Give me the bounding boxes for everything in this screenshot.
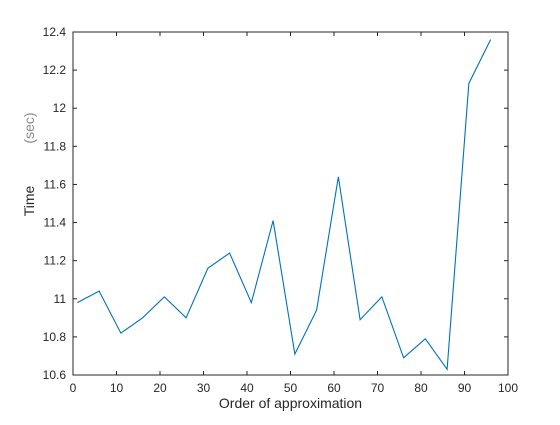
x-tick-label: 60 <box>327 381 341 395</box>
y-tick-label: 11.6 <box>44 177 67 191</box>
plot-area <box>73 32 508 375</box>
x-tick-label: 80 <box>414 381 428 395</box>
y-tick-label: 10.8 <box>43 330 67 344</box>
x-tick-label: 50 <box>284 381 298 395</box>
y-tick-label: 12.2 <box>43 63 67 77</box>
y-tick-label: 11.4 <box>44 216 67 230</box>
y-tick-label: 11 <box>54 292 67 306</box>
y-axis-unit-label: (sec) <box>21 112 37 143</box>
x-tick-label: 30 <box>197 381 211 395</box>
x-tick-label: 20 <box>153 381 167 395</box>
y-tick-label: 11.8 <box>44 139 67 153</box>
x-axis-label: Order of approximation <box>219 395 362 411</box>
y-axis-label: Time <box>21 185 37 216</box>
y-tick-label: 10.6 <box>43 368 67 382</box>
x-tick-label: 90 <box>458 381 472 395</box>
y-tick-label: 12.4 <box>43 25 67 39</box>
x-tick-label: 70 <box>371 381 385 395</box>
time-series-line <box>77 39 492 371</box>
y-tick-label: 12 <box>53 101 67 115</box>
x-tick-label: 40 <box>240 381 254 395</box>
y-tick-label: 11.2 <box>44 254 67 268</box>
plot-frame <box>72 31 509 376</box>
x-tick-label: 100 <box>498 381 518 395</box>
x-tick-label: 10 <box>110 381 124 395</box>
x-tick-label: 0 <box>70 381 77 395</box>
